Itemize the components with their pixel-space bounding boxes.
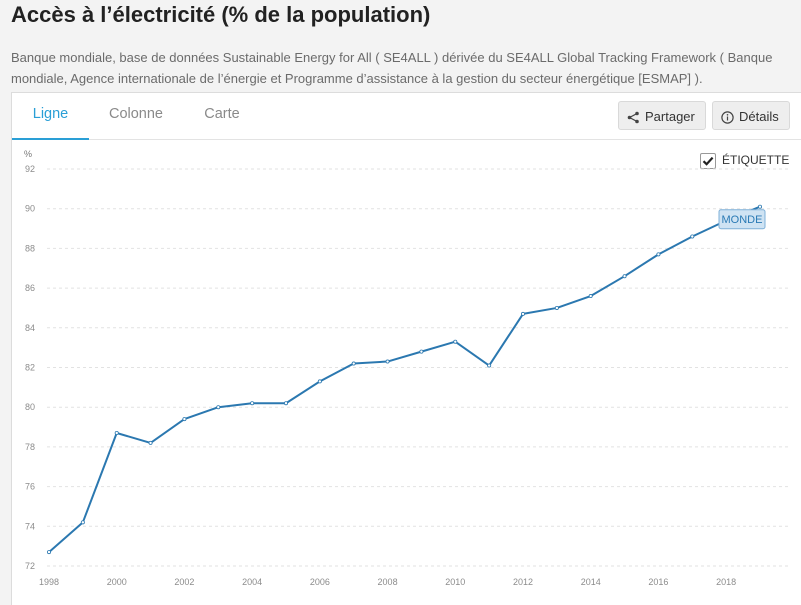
source-note: Banque mondiale, base de données Sustain…	[11, 50, 773, 86]
line-chart: 72 74 76 78 80 82 84 86 88 90 92 1998 2000 2002 2004 2…	[24, 149, 790, 587]
data-point[interactable]	[656, 252, 661, 257]
data-point[interactable]	[47, 550, 52, 555]
share-label: Partager	[645, 109, 695, 124]
y-tick-label: 86	[25, 283, 35, 293]
data-point[interactable]	[80, 520, 85, 525]
y-tick-label: 72	[25, 561, 35, 571]
data-point[interactable]	[554, 305, 559, 310]
data-point[interactable]	[317, 379, 322, 384]
series-layer: MONDE	[47, 204, 766, 555]
x-tick-label: 2000	[107, 577, 127, 587]
y-tick-label: 84	[25, 323, 35, 333]
checkmark-icon	[702, 156, 714, 166]
x-tick-label: 2004	[242, 577, 262, 587]
share-icon	[627, 111, 640, 124]
chart-type-tabs: Ligne Colonne Carte	[12, 93, 801, 140]
share-button[interactable]: Partager	[618, 101, 706, 130]
series-label: MONDE	[718, 209, 766, 230]
data-point[interactable]	[283, 401, 288, 406]
y-axis-ticks: 72 74 76 78 80 82 84 86 88 90 92	[25, 164, 35, 571]
data-point[interactable]	[690, 234, 695, 239]
tab-map[interactable]: Carte	[204, 106, 240, 122]
x-tick-label: 2016	[648, 577, 668, 587]
page-title: Accès à l’électricité (% de la populatio…	[11, 2, 431, 27]
y-tick-label: 80	[25, 402, 35, 412]
y-tick-label: 92	[25, 164, 35, 174]
details-label: Détails	[739, 109, 779, 124]
data-point[interactable]	[114, 431, 119, 436]
tab-line[interactable]: Ligne	[12, 93, 89, 140]
info-icon	[721, 111, 734, 124]
grid-lines	[47, 168, 790, 567]
y-axis-unit: %	[24, 149, 32, 159]
y-tick-label: 76	[25, 482, 35, 492]
data-point[interactable]	[520, 311, 525, 316]
data-point[interactable]	[250, 401, 255, 406]
x-tick-label: 2006	[310, 577, 330, 587]
details-button[interactable]: Détails	[712, 101, 790, 130]
y-tick-label: 74	[25, 521, 35, 531]
data-point[interactable]	[588, 294, 593, 299]
chart-panel: Ligne Colonne Carte Partager	[11, 92, 801, 605]
x-tick-label: 2002	[174, 577, 194, 587]
data-point[interactable]	[453, 339, 458, 344]
data-point[interactable]	[419, 349, 424, 354]
data-point[interactable]	[622, 274, 627, 279]
data-point[interactable]	[487, 363, 492, 368]
data-point[interactable]	[385, 359, 390, 364]
data-point[interactable]	[216, 405, 221, 410]
y-tick-label: 90	[25, 204, 35, 214]
series-label-text: MONDE	[722, 214, 763, 226]
x-axis-ticks: 1998 2000 2002 2004 2006 2008 2010 2012 2014 2016…	[39, 577, 736, 587]
x-tick-label: 2010	[445, 577, 465, 587]
data-point[interactable]	[182, 417, 187, 422]
x-tick-label: 1998	[39, 577, 59, 587]
series-line	[48, 205, 761, 553]
x-tick-label: 2018	[716, 577, 736, 587]
data-point[interactable]	[758, 204, 763, 209]
data-point[interactable]	[148, 440, 153, 445]
y-tick-label: 78	[25, 442, 35, 452]
data-point[interactable]	[351, 361, 356, 366]
x-tick-label: 2008	[378, 577, 398, 587]
y-tick-label: 82	[25, 363, 35, 373]
label-toggle-text: ÉTIQUETTE	[722, 153, 790, 167]
x-tick-label: 2012	[513, 577, 533, 587]
tab-column[interactable]: Colonne	[108, 106, 163, 122]
y-tick-label: 88	[25, 243, 35, 253]
x-tick-label: 2014	[581, 577, 601, 587]
